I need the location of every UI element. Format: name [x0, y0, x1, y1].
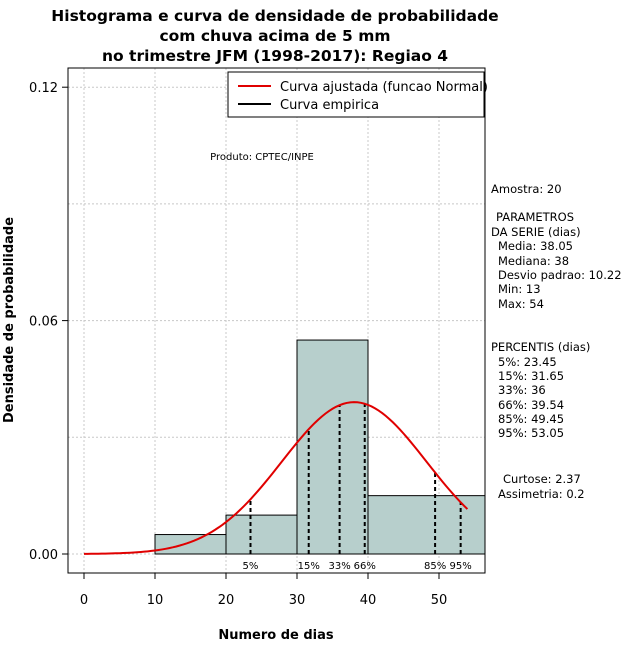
percentile-label: 85% [424, 561, 446, 572]
y-axis-label: Densidade de probabilidade [2, 217, 17, 423]
x-axis: 0 10 20 30 40 50 [80, 573, 447, 608]
stats-param-median: Mediana: 38 [498, 254, 569, 268]
legend-fitted-label: Curva ajustada (funcao Normal) [280, 80, 488, 95]
legend-box [227, 71, 485, 118]
percentile-label: 33% [328, 561, 350, 572]
histogram-bars [154, 339, 486, 555]
stats-param-min: Min: 13 [498, 282, 541, 296]
chart-title-line-1: Histograma e curva de densidade de proba… [51, 7, 498, 25]
histogram-bar [296, 339, 369, 555]
x-axis-label: Numero de dias [218, 628, 334, 643]
x-tick-label: 40 [360, 593, 377, 608]
stats-param-max: Max: 54 [498, 297, 544, 311]
stats-pct-33: 33%: 36 [498, 383, 546, 397]
stats-panel: Amostra: 20 PARAMETROS DA SERIE (dias) M… [491, 182, 622, 501]
histogram-bar [367, 495, 486, 555]
y-tick-label: 0.00 [29, 548, 58, 563]
chart-title-line-3: no trimestre JFM (1998-2017): Regiao 4 [102, 47, 448, 65]
x-tick-label: 20 [218, 593, 235, 608]
y-tick-label: 0.06 [29, 315, 58, 330]
y-axis: 0.00 0.06 0.12 [29, 81, 68, 563]
stats-kurtosis: Curtose: 2.37 [503, 472, 581, 486]
product-label: Produto: CPTEC/INPE [210, 152, 314, 163]
percentile-label: 95% [450, 561, 472, 572]
stats-param-sd: Desvio padrao: 10.22 [498, 268, 622, 282]
stats-percentiles-title: PERCENTIS (dias) [491, 340, 590, 354]
x-tick-label: 0 [80, 593, 88, 608]
stats-skewness: Assimetria: 0.2 [498, 487, 585, 501]
stats-pct-5: 5%: 23.45 [498, 355, 557, 369]
legend: Curva ajustada (funcao Normal) Curva emp… [227, 71, 488, 118]
stats-pct-66: 66%: 39.54 [498, 398, 564, 412]
y-tick-label: 0.12 [29, 81, 58, 96]
stats-pct-15: 15%: 31.65 [498, 369, 564, 383]
percentile-label: 66% [354, 561, 376, 572]
percentile-label: 15% [298, 561, 320, 572]
x-tick-label: 10 [147, 593, 164, 608]
stats-params-title-1: PARAMETROS [496, 210, 574, 224]
stats-param-mean: Media: 38.05 [498, 239, 573, 253]
percentile-lines: 5% 15% 33% 66% 85% 95% [243, 403, 472, 572]
x-tick-label: 30 [289, 593, 306, 608]
stats-pct-95: 95%: 53.05 [498, 426, 564, 440]
fitted-normal-curve [83, 401, 469, 555]
stats-params-title-2: DA SERIE (dias) [491, 225, 581, 239]
percentile-label: 5% [243, 561, 259, 572]
stats-pct-85: 85%: 49.45 [498, 412, 564, 426]
histogram-bar [225, 514, 298, 555]
stats-sample: Amostra: 20 [491, 182, 562, 196]
histogram-bar [154, 534, 227, 555]
legend-empirical-label: Curva empirica [280, 98, 379, 113]
grid [68, 68, 485, 573]
chart-title-line-2: com chuva acima de 5 mm [159, 27, 390, 45]
x-tick-label: 50 [431, 593, 448, 608]
